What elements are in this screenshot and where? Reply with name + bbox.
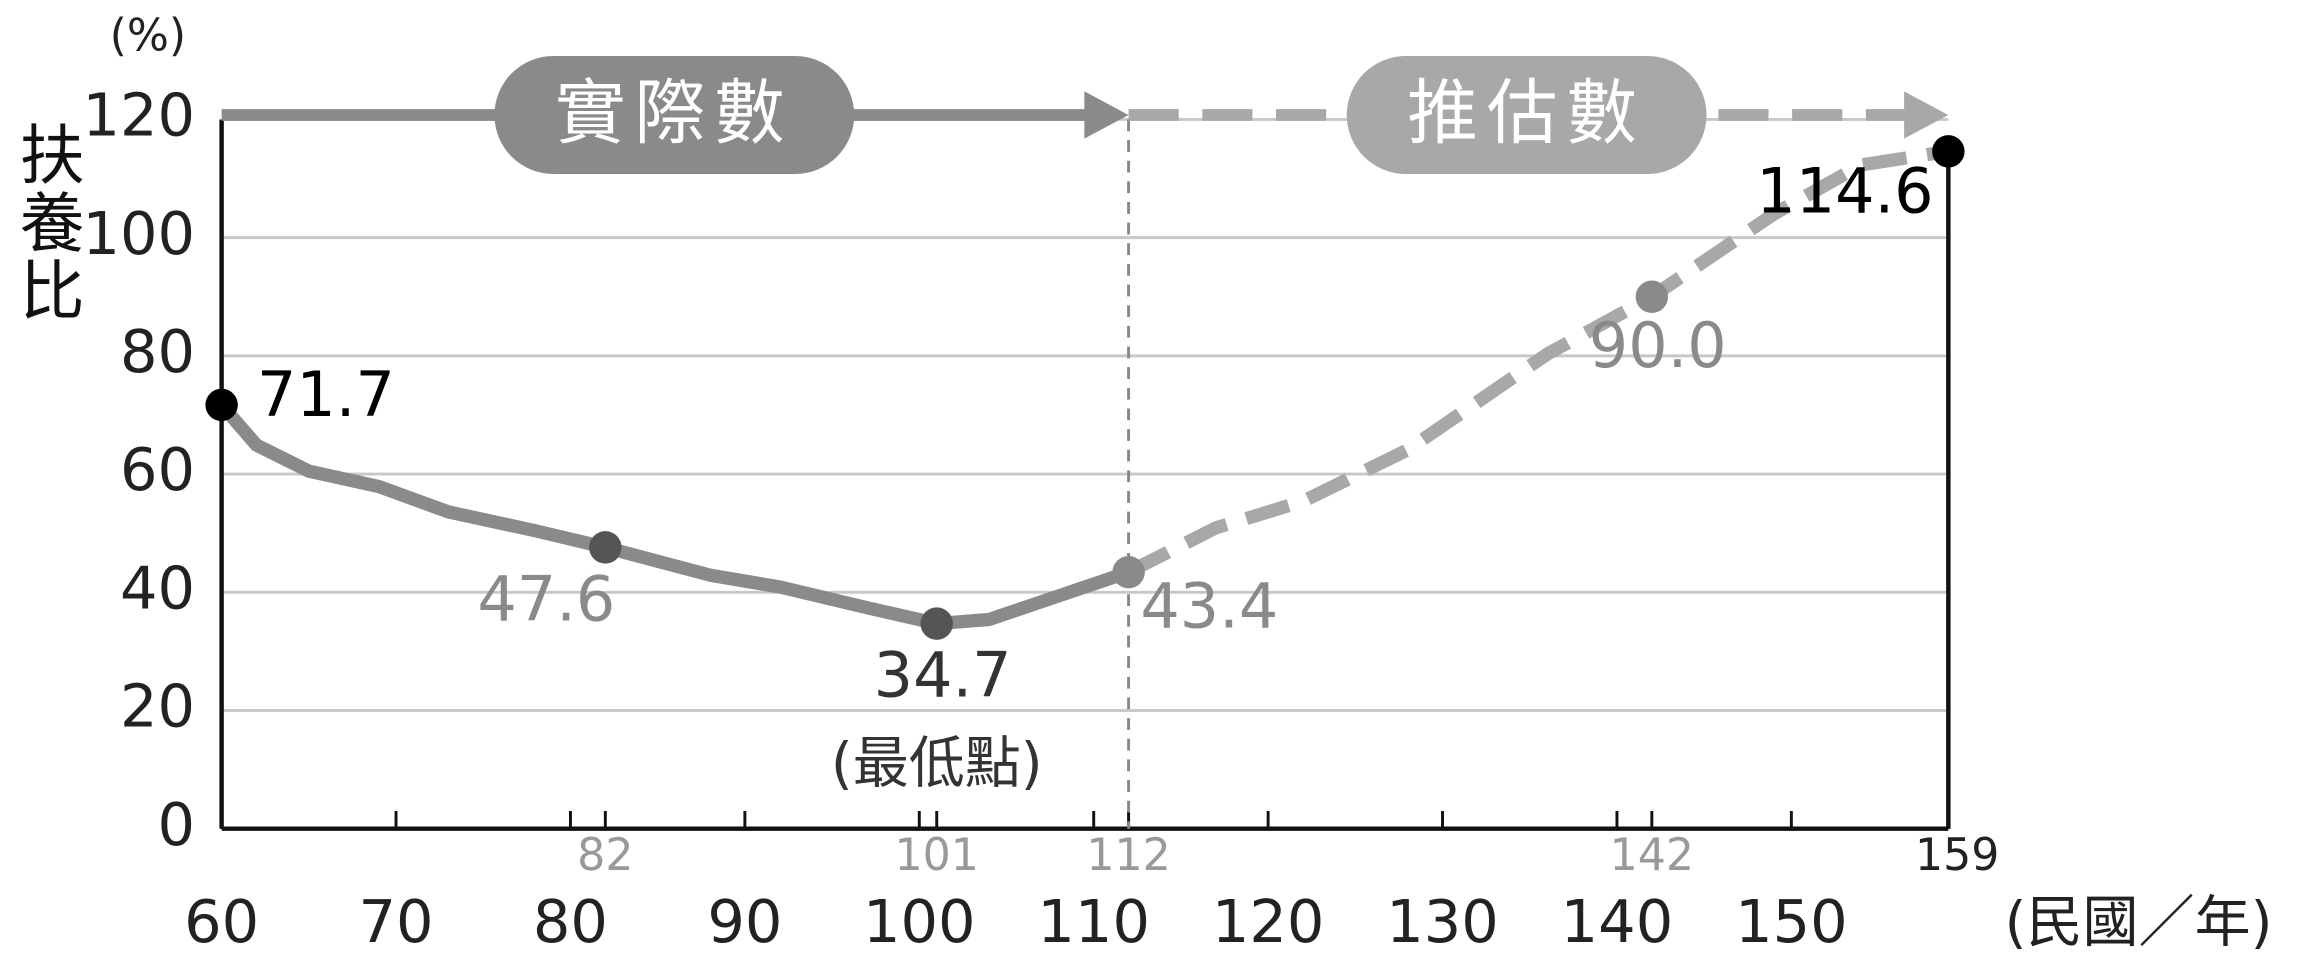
data-label: 34.7 [874,640,1012,712]
data-label: 47.6 [477,563,615,635]
x-tick-label: 70 [359,887,434,956]
phase-label: 推估數 [1407,71,1646,154]
highlight-point [589,531,622,564]
x-tick-label: 110 [1037,887,1150,956]
highlight-point [920,607,953,640]
x-tick-label: 120 [1212,887,1325,956]
highlight-x-tick-label: 82 [577,830,633,881]
x-tick-label: 140 [1561,887,1674,956]
data-label: 90.0 [1589,310,1727,382]
highlight-point [1932,135,1965,168]
phase-label: 實際數 [555,71,794,154]
y-tick-label: 60 [120,435,195,504]
x-tick-label: 90 [707,887,782,956]
y-tick-label: 40 [120,553,195,622]
highlight-x-tick-label: 142 [1610,830,1694,881]
series-line [214,398,1136,631]
phase-arrowhead [1084,91,1129,139]
highlight-point [205,388,238,422]
highlight-x-tick-label: 112 [1086,830,1170,881]
y-unit: (%) [110,10,187,61]
y-axis-label: 扶養比 [8,121,83,325]
highlight-x-tick-label: 101 [895,830,979,881]
highlight-point [1635,280,1669,313]
x-tick-label: 130 [1386,887,1499,956]
x-tick-label: 60 [184,887,259,956]
x-tick-label: 80 [533,887,608,956]
phase-pill [1346,56,1707,174]
x-tick-label: 100 [863,887,976,956]
data-label: 71.7 [257,359,395,431]
data-label: 43.4 [1140,571,1278,643]
highlight-point [1112,555,1145,589]
phase-pill [494,56,855,174]
annotation: (最低點) [831,731,1043,796]
y-tick-label: 20 [120,672,195,741]
y-tick-label: 0 [158,790,196,859]
x-unit: (民國／年) [2005,891,2273,956]
highlight-x-tick-label: 159 [1915,830,1999,881]
phase-arrowhead [1904,91,1949,139]
y-tick-label: 80 [120,317,195,386]
x-tick-label: 150 [1735,887,1848,956]
series-line [1125,144,1950,579]
y-tick-label: 100 [83,199,196,268]
y-tick-label: 120 [83,81,196,150]
data-label: 114.6 [1756,156,1933,228]
